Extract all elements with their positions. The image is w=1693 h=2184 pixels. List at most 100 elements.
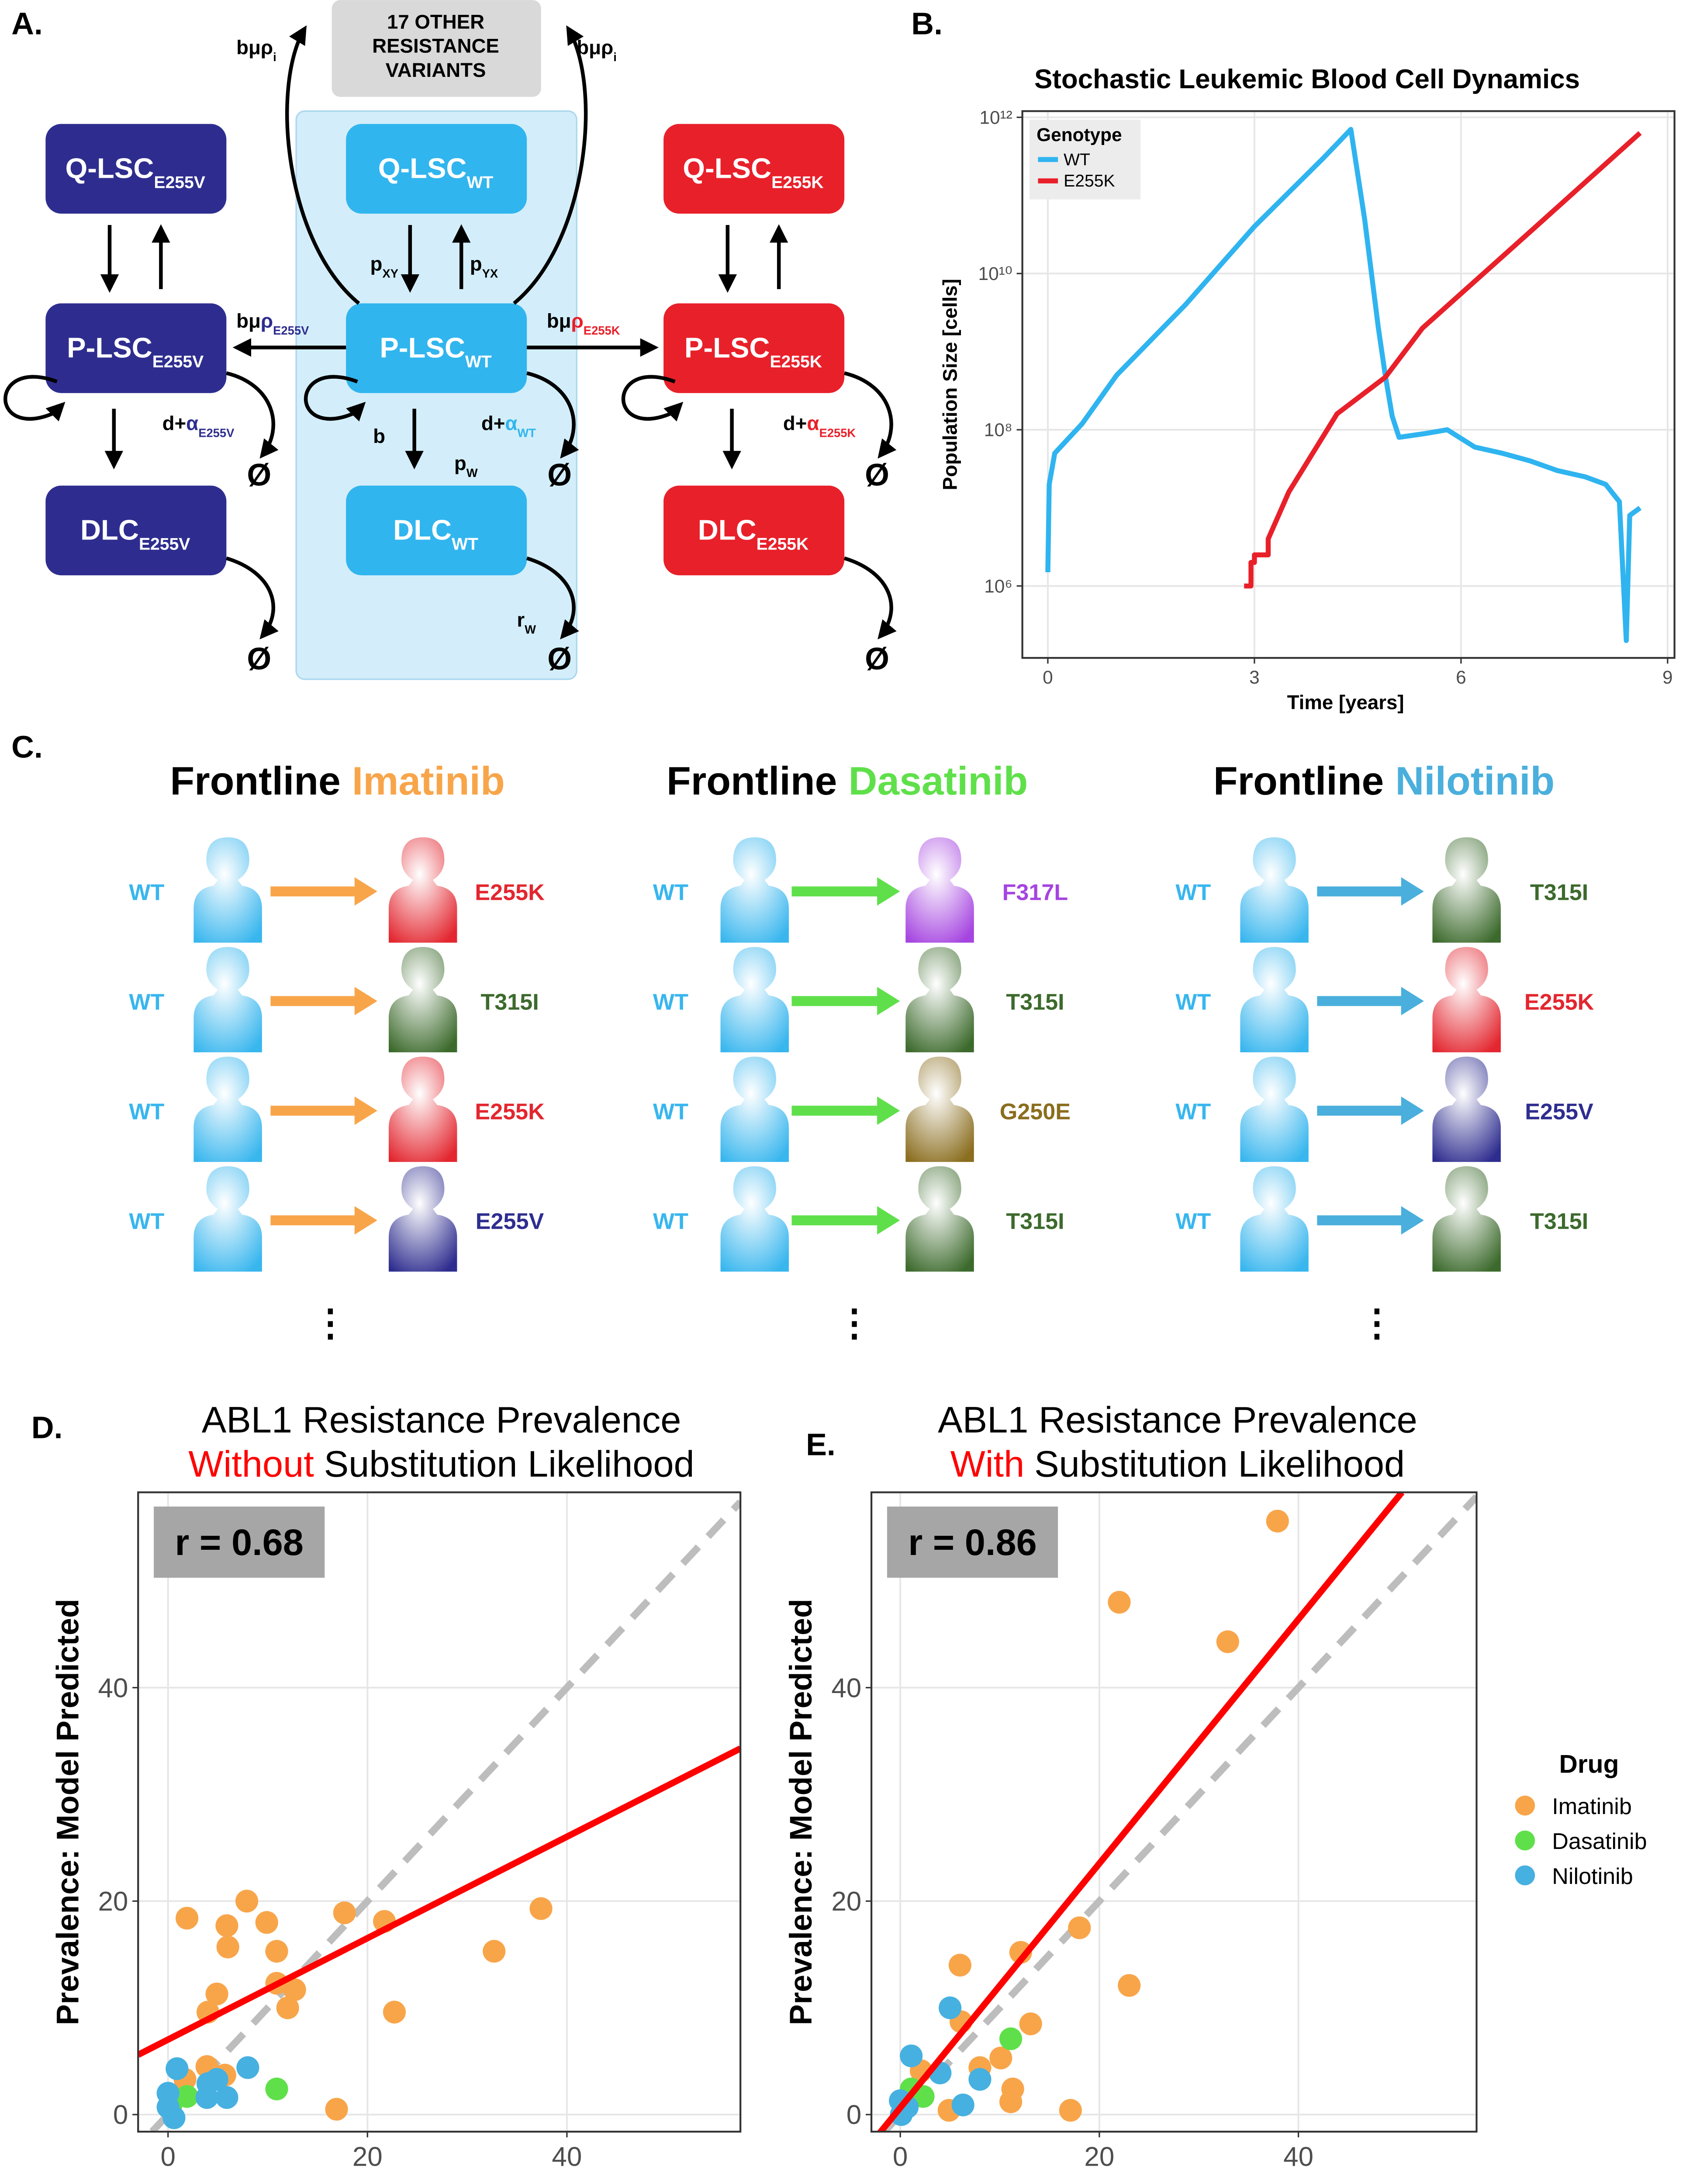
identity-line <box>149 1499 741 2132</box>
fit-line <box>876 1492 1405 2132</box>
node-label-part: DLC <box>80 514 139 546</box>
edge-label-part: E255V <box>198 426 235 440</box>
person-icon <box>388 837 457 943</box>
node-label-part: Q-LSC <box>66 152 154 184</box>
data-point <box>999 2090 1023 2113</box>
data-point <box>1216 1630 1239 1653</box>
legend-label: Imatinib <box>1552 1794 1632 1819</box>
data-point <box>265 2077 288 2101</box>
node-label-part: DLC <box>698 514 757 546</box>
x-tick-label: 0 <box>1043 667 1053 688</box>
person-icon <box>388 1166 457 1272</box>
x-tick-label: 40 <box>1283 2142 1313 2172</box>
genotype-label: WT <box>1175 880 1211 905</box>
x-tick-label: 0 <box>160 2142 175 2172</box>
genotype-label: G250E <box>1000 1099 1071 1124</box>
panel-label: C. <box>11 729 43 764</box>
edge-label-part: YX <box>482 266 498 280</box>
therapy-arrowhead <box>354 1206 377 1235</box>
person-icon <box>720 1166 789 1272</box>
x-tick-label: 40 <box>552 2142 582 2172</box>
legend-swatch <box>1515 1830 1535 1851</box>
plot-background <box>138 1492 741 2132</box>
y-tick-label: 40 <box>831 1673 861 1703</box>
person-icon <box>193 1056 262 1162</box>
edge-label-part: bμρ <box>236 36 273 59</box>
person-icon <box>1432 1056 1501 1162</box>
ellipsis: ⋮ <box>836 1302 873 1344</box>
plot-marks <box>138 1499 741 2132</box>
x-tick-label: 6 <box>1456 667 1466 688</box>
data-point <box>283 1978 306 2001</box>
variants-box <box>332 0 541 97</box>
node-label-part: E255V <box>139 535 190 553</box>
data-point <box>1068 1916 1091 1939</box>
person-icon <box>720 837 789 943</box>
person-icon <box>388 1056 457 1162</box>
data-point <box>175 1907 199 1930</box>
plot-marks <box>1045 127 1642 643</box>
chart-title: ABL1 Resistance Prevalence <box>938 1399 1417 1441</box>
person-body <box>905 1056 974 1162</box>
cohort-title: Frontline Nilotinib <box>1213 759 1555 803</box>
ellipsis: ⋮ <box>1358 1302 1396 1344</box>
data-point <box>215 1914 238 1937</box>
plot-background <box>871 1492 1477 2132</box>
person-body <box>905 947 974 1053</box>
y-tick-label: 0 <box>113 2100 128 2130</box>
variants-text: VARIANTS <box>386 59 486 81</box>
x-tick-label: 20 <box>1084 2142 1114 2172</box>
data-point <box>1009 1941 1032 1964</box>
data-point <box>951 2093 974 2117</box>
genotype-label: T315I <box>1530 880 1588 905</box>
person-icon <box>905 837 974 943</box>
data-point <box>215 2086 238 2109</box>
death-arrow <box>226 556 279 639</box>
data-point <box>205 2068 228 2091</box>
sink: Ø <box>547 458 572 493</box>
node-label-part: Q-LSC <box>378 152 467 184</box>
genotype-label: T315I <box>480 989 539 1015</box>
legend-swatch <box>1515 1795 1535 1816</box>
genotype-label: E255K <box>475 1099 545 1124</box>
person-body <box>193 837 262 943</box>
therapy-arrowhead <box>877 987 900 1016</box>
edge-label-part: b <box>373 425 385 447</box>
cohort-title-drug: Imatinib <box>352 759 505 803</box>
y-tick-label: 10¹² <box>979 107 1012 128</box>
data-point <box>938 1996 962 2019</box>
annotation-box <box>887 1507 1058 1578</box>
person-icon <box>720 947 789 1053</box>
genotype-label: WT <box>653 1209 688 1234</box>
subtitle-highlight: With <box>950 1443 1025 1485</box>
death-arrow <box>226 371 279 459</box>
person-icon <box>1240 837 1309 943</box>
data-point <box>529 1897 553 1920</box>
genotype-label: T315I <box>1530 1209 1588 1234</box>
person-body <box>193 947 262 1053</box>
person-body <box>1240 837 1309 943</box>
person-body <box>720 1056 789 1162</box>
sink: Ø <box>247 641 271 676</box>
data-point <box>989 2046 1012 2070</box>
node-box <box>45 124 227 214</box>
genotype-label: WT <box>129 989 164 1015</box>
data-point <box>325 2098 348 2121</box>
legend-label: WT <box>1064 150 1090 169</box>
data-point <box>1118 1974 1141 1997</box>
person-body <box>388 837 457 943</box>
therapy-arrowhead <box>1401 987 1424 1016</box>
edge-label-part: WT <box>517 426 536 440</box>
node-box <box>45 303 227 393</box>
person-icon <box>1432 947 1501 1053</box>
edge-label: d+αE255K <box>783 412 856 440</box>
therapy-arrowhead <box>877 877 900 906</box>
person-body <box>1432 1166 1501 1272</box>
edge-label-part: W <box>466 466 478 480</box>
legend-swatch <box>1515 1865 1535 1886</box>
edge-label-part: d+ <box>481 412 505 435</box>
node-box <box>663 485 845 576</box>
node-label-part: WT <box>467 173 494 192</box>
person-icon <box>905 1056 974 1162</box>
node-label-part: DLC <box>393 514 452 546</box>
